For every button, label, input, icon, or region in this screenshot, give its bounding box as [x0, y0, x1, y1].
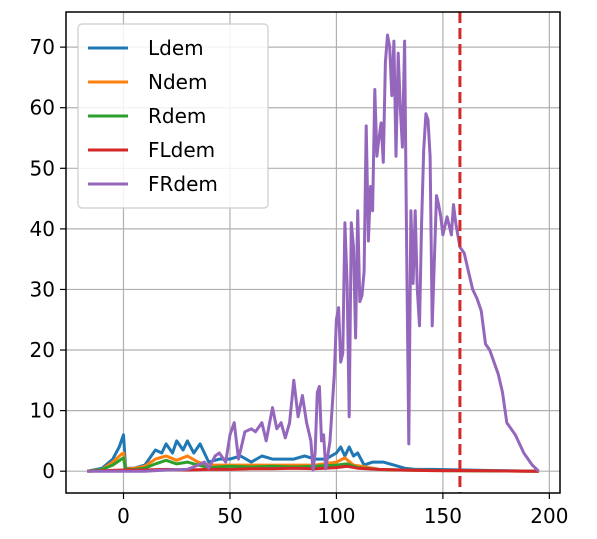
x-tick-label: 100: [317, 504, 355, 528]
y-tick-label: 20: [30, 338, 55, 362]
series-line-frdem: [87, 33, 540, 473]
x-tick-label: 200: [530, 504, 568, 528]
legend-label-ldem: Ldem: [148, 36, 204, 60]
y-tick-label: 10: [30, 399, 55, 423]
x-tick-label: 0: [117, 504, 130, 528]
series-line-ldem: [87, 433, 539, 473]
series-group: [87, 33, 540, 473]
plot-frame: [65, 11, 561, 494]
y-tick-label: 60: [30, 96, 55, 120]
y-tick-label: 70: [30, 35, 55, 59]
legend: Ldem Ndem Rdem FLdem FRdem: [77, 23, 269, 209]
y-tick-label: 30: [30, 277, 55, 301]
legend-label-frdem: FRdem: [148, 172, 218, 196]
legend-label-fldem: FLdem: [148, 138, 215, 162]
y-tick-label: 0: [42, 459, 55, 483]
x-tick-label: 50: [217, 504, 242, 528]
x-tick-label: 150: [424, 504, 462, 528]
legend-label-rdem: Rdem: [148, 104, 206, 128]
y-tick-label: 40: [30, 217, 55, 241]
legend-label-ndem: Ndem: [148, 70, 207, 94]
legend-box: [77, 23, 269, 209]
y-tick-label: 50: [30, 156, 55, 180]
axis-ticks: 0 50 100 150 200 0 10 20 30 40 50 60 70: [30, 35, 569, 528]
